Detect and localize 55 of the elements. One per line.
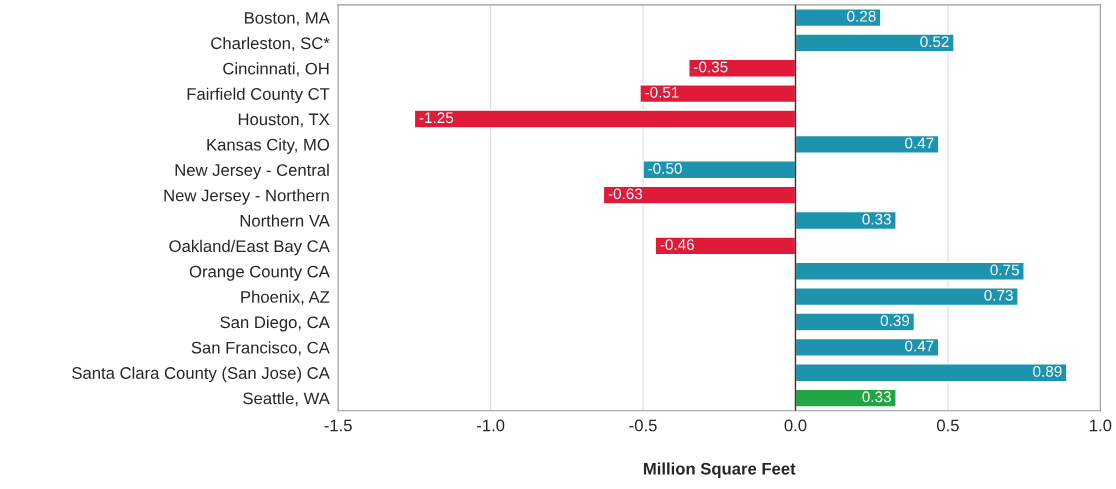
data-label: -0.35 [694,61,728,73]
data-label: 0.89 [1033,365,1062,377]
bar [794,210,897,231]
bar [794,388,897,408]
x-tick-label: -1.5 [324,419,352,432]
bar [688,58,797,78]
bar [642,160,797,180]
data-label: -0.50 [648,163,682,174]
y-tick-label: New Jersey - Central [175,163,329,180]
y-tick-label: Seattle, WA [243,392,330,407]
bar [794,33,955,53]
y-tick-label: Northern VA [240,214,330,227]
data-label: 0.28 [847,10,876,22]
x-tick-label: 0.0 [784,419,807,432]
y-tick-label: New Jersey - Northern [164,189,329,205]
bar [794,8,882,28]
data-label: 0.47 [905,340,934,352]
bar [794,363,1068,383]
data-label: 0.73 [984,289,1013,301]
bar [794,312,916,332]
bar [654,236,797,256]
data-label: 0.33 [862,391,891,403]
data-label: 0.39 [880,315,910,327]
data-label: 0.75 [990,264,1019,276]
y-tick-label: San Francisco, CA [191,341,330,356]
y-tick-label: Phoenix, AZ [241,290,330,305]
y-tick-label: Oakland/East Bay CA [169,239,330,256]
x-axis-title: Million Square Feet [643,462,796,478]
x-tick-label: 0.5 [937,419,959,432]
x-tick-label: -0.5 [629,419,657,432]
bar [794,287,1019,307]
data-label: 0.52 [920,36,949,48]
bar [794,337,940,357]
y-tick-label: Santa Clara County (San Jose) CA [72,366,330,383]
data-label: -0.63 [608,188,643,200]
data-label: 0.47 [905,137,934,149]
y-tick-label: San Diego, CA [220,315,330,332]
bar [794,261,1025,281]
x-tick-label: -1.0 [476,419,505,432]
y-tick-label: Kansas City, MO [207,138,330,154]
y-tick-label: Orange County CA [189,265,330,281]
x-tick-label: 1.0 [1090,419,1112,432]
y-tick-label: Boston, MA [245,12,330,26]
data-label: -0.51 [645,86,679,98]
y-tick-label: Cincinnati, OH [223,62,329,77]
y-tick-label: Fairfield County CT [187,87,330,104]
y-tick-label: Houston, TX [238,113,330,128]
y-tick-label: Charleston, SC* [211,36,330,52]
data-label: -0.46 [660,239,694,250]
bar [413,109,797,129]
data-label: -1.25 [419,112,454,124]
bar [794,134,940,154]
data-label: 0.33 [862,213,891,225]
bar [639,84,797,104]
bar [602,185,797,205]
